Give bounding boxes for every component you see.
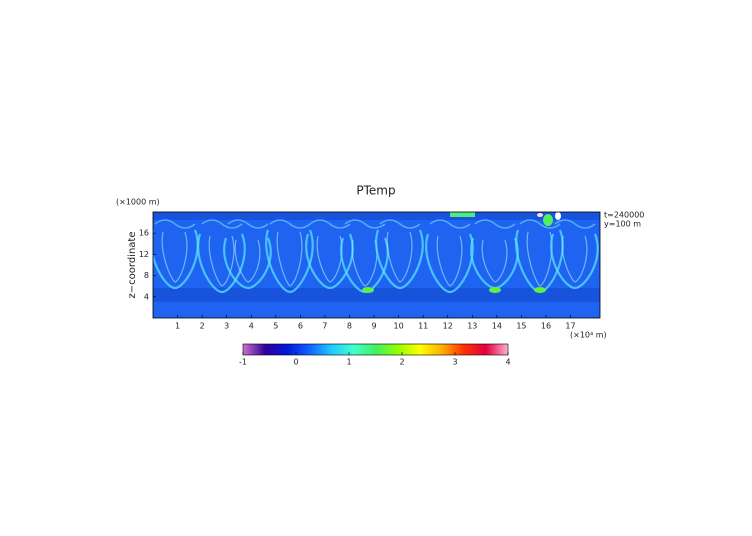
swirl <box>344 219 386 229</box>
y-unit: (×1000 m) <box>116 198 160 207</box>
x-tick-label: 1 <box>175 322 180 331</box>
warm-spot <box>362 287 374 293</box>
warm-spot <box>489 287 501 293</box>
colorbar-tick-label: 2 <box>399 358 404 367</box>
colorbar-tick-label: 1 <box>346 358 351 367</box>
colorbar <box>242 343 509 356</box>
plume <box>561 235 588 283</box>
y-tick-label: 8 <box>144 271 149 280</box>
plot-frame <box>152 211 601 319</box>
colorbar-tick-label: -1 <box>239 358 247 367</box>
plume <box>153 229 199 290</box>
plume <box>197 233 246 294</box>
y-tick-label: 16 <box>139 229 149 238</box>
swirl <box>201 219 243 229</box>
x-tick-label: 12 <box>443 322 453 331</box>
chart-title: PTemp <box>356 184 395 198</box>
y-tick-label: 12 <box>139 250 149 259</box>
x-tick-label: 9 <box>371 322 376 331</box>
x-tick-label: 11 <box>418 322 428 331</box>
swirl <box>474 219 516 229</box>
field-image <box>153 212 600 318</box>
plume <box>305 233 354 290</box>
colorbar-tick-label: 3 <box>452 358 457 367</box>
y-axis-label: z−coordinate <box>127 232 138 299</box>
plume <box>386 231 413 283</box>
plume <box>481 239 508 283</box>
swirl <box>154 219 196 229</box>
swirl <box>519 219 561 229</box>
x-tick-label: 14 <box>492 322 502 331</box>
swirl <box>379 219 421 229</box>
warm-spot <box>450 212 475 217</box>
x-tick-label: 8 <box>347 322 352 331</box>
swirl <box>429 219 471 229</box>
annotation: y=100 m <box>604 220 641 229</box>
annotation: t=240000 <box>604 211 644 220</box>
swirl <box>269 219 311 229</box>
x-unit: (×10⁴ m) <box>570 331 607 340</box>
colorbar-tick-label: 4 <box>505 358 510 367</box>
plume <box>436 235 463 287</box>
plume <box>265 229 314 294</box>
x-tick-label: 3 <box>224 322 229 331</box>
colorbar-tick-label: 0 <box>293 358 298 367</box>
y-tick-label: 4 <box>144 292 149 301</box>
field-band <box>153 288 600 302</box>
plume <box>208 235 235 287</box>
field-band <box>153 212 600 220</box>
x-tick-label: 5 <box>273 322 278 331</box>
swirl <box>309 219 351 229</box>
plume <box>234 239 261 283</box>
plume <box>276 231 303 287</box>
x-tick-label: 10 <box>394 322 404 331</box>
hot-spot <box>555 212 561 220</box>
warm-spot <box>543 214 553 226</box>
swirl <box>227 219 269 229</box>
warm-spot <box>534 287 546 293</box>
hot-spot <box>537 213 543 217</box>
x-tick-label: 16 <box>541 322 551 331</box>
x-tick-label: 2 <box>200 322 205 331</box>
swirl <box>554 219 596 229</box>
x-tick-label: 4 <box>249 322 254 331</box>
plume <box>351 239 378 287</box>
x-tick-label: 13 <box>467 322 477 331</box>
plume <box>161 231 188 283</box>
plume <box>223 237 272 290</box>
x-tick-label: 17 <box>565 322 575 331</box>
x-tick-label: 15 <box>516 322 526 331</box>
plume <box>550 233 599 290</box>
x-tick-label: 7 <box>322 322 327 331</box>
x-tick-label: 6 <box>298 322 303 331</box>
plume <box>375 229 424 290</box>
